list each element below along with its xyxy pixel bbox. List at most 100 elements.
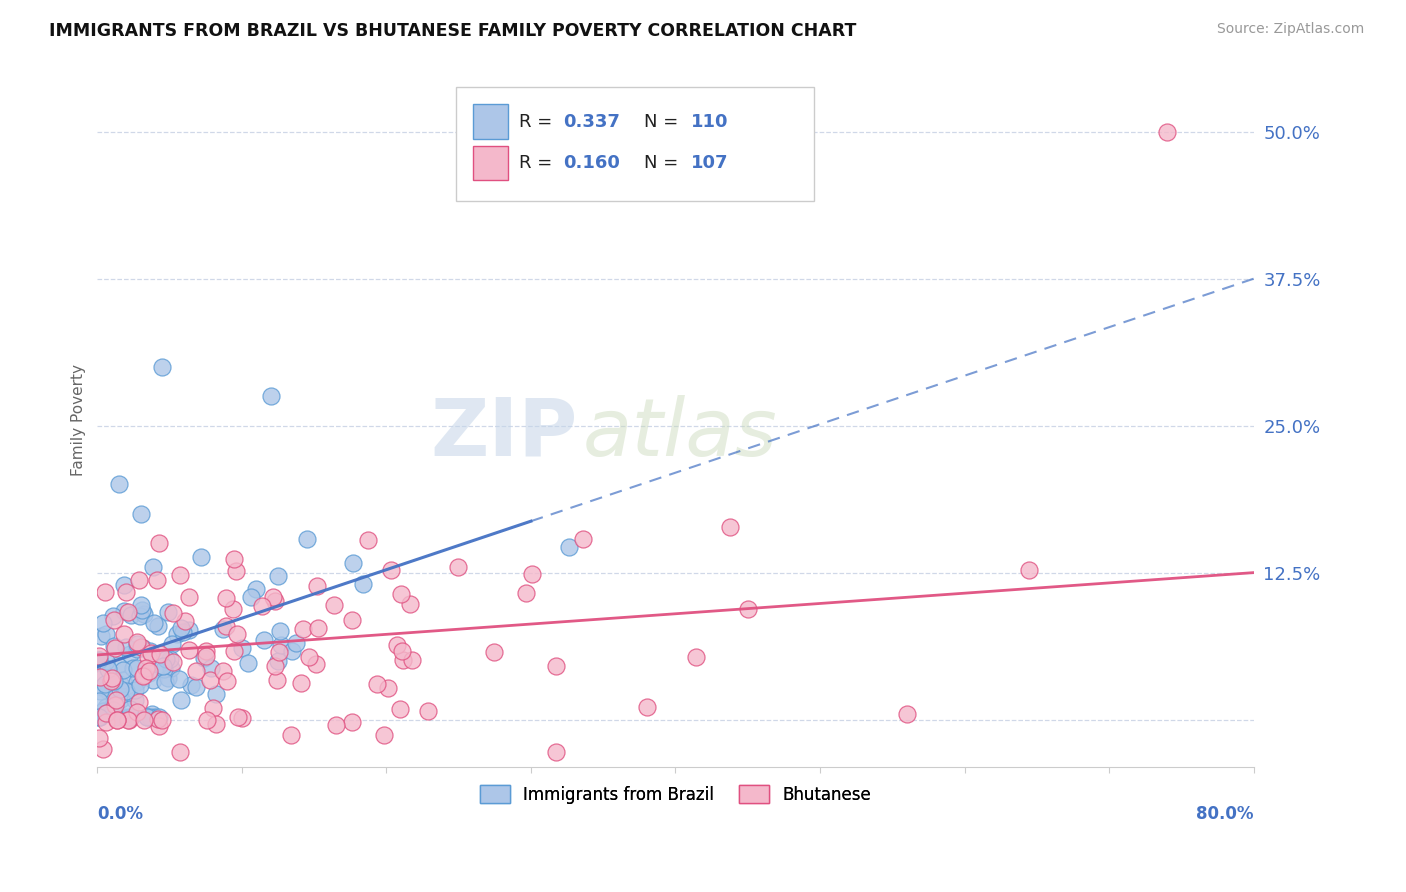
Point bbox=[87, 648, 110, 663]
Point bbox=[120, 647, 142, 661]
Point bbox=[202, 701, 225, 715]
Point bbox=[142, 559, 165, 574]
Point bbox=[108, 477, 131, 491]
Point bbox=[156, 671, 179, 685]
Point bbox=[87, 710, 110, 724]
Point bbox=[416, 704, 439, 718]
Text: N =: N = bbox=[644, 112, 685, 130]
Point bbox=[93, 670, 115, 684]
Point bbox=[87, 731, 110, 745]
Point bbox=[115, 585, 138, 599]
Point bbox=[262, 591, 284, 605]
Point bbox=[135, 661, 157, 675]
Point bbox=[101, 703, 124, 717]
Point bbox=[148, 535, 170, 549]
Point bbox=[520, 567, 543, 582]
Point bbox=[169, 621, 191, 635]
Point bbox=[91, 616, 114, 631]
Point bbox=[305, 657, 328, 671]
Point bbox=[291, 623, 314, 637]
Point bbox=[169, 745, 191, 759]
Y-axis label: Family Poverty: Family Poverty bbox=[72, 364, 86, 475]
Point bbox=[90, 680, 112, 694]
Point bbox=[270, 638, 292, 652]
Point bbox=[366, 677, 388, 691]
Point bbox=[718, 520, 741, 534]
Text: 0.0%: 0.0% bbox=[97, 805, 143, 823]
Point bbox=[112, 627, 135, 641]
Point bbox=[184, 681, 207, 695]
Point bbox=[267, 654, 290, 668]
Point bbox=[122, 660, 145, 674]
Point bbox=[111, 673, 134, 688]
Point bbox=[97, 681, 120, 695]
Point bbox=[127, 641, 149, 656]
Point bbox=[215, 591, 238, 605]
Point bbox=[184, 664, 207, 678]
Point bbox=[125, 705, 148, 719]
Point bbox=[103, 639, 125, 653]
Point bbox=[120, 710, 142, 724]
Point bbox=[136, 710, 159, 724]
Point bbox=[127, 635, 149, 649]
Point bbox=[94, 706, 117, 721]
Point bbox=[173, 614, 195, 628]
Point bbox=[118, 702, 141, 716]
FancyBboxPatch shape bbox=[456, 87, 814, 202]
Point bbox=[342, 556, 364, 570]
Point bbox=[150, 359, 173, 374]
Point bbox=[170, 692, 193, 706]
Point bbox=[150, 713, 173, 727]
Point bbox=[103, 696, 125, 710]
Point bbox=[129, 640, 152, 655]
Point bbox=[90, 629, 112, 643]
Point bbox=[132, 669, 155, 683]
Point bbox=[896, 707, 918, 722]
Point bbox=[166, 627, 188, 641]
Point bbox=[204, 716, 226, 731]
Point bbox=[104, 641, 127, 656]
Point bbox=[325, 718, 347, 732]
Point bbox=[142, 673, 165, 687]
Point bbox=[285, 636, 308, 650]
Point bbox=[108, 682, 131, 697]
Point bbox=[307, 578, 329, 592]
Point bbox=[260, 389, 283, 403]
Point bbox=[281, 644, 304, 658]
Point bbox=[146, 573, 169, 587]
Point bbox=[100, 671, 122, 685]
Point bbox=[1018, 563, 1040, 577]
Point bbox=[91, 704, 114, 718]
Point bbox=[195, 648, 218, 663]
Point bbox=[112, 710, 135, 724]
Point bbox=[105, 713, 128, 727]
Point bbox=[447, 560, 470, 574]
Point bbox=[148, 710, 170, 724]
Point bbox=[117, 606, 139, 620]
Point bbox=[484, 644, 506, 658]
Point bbox=[211, 622, 233, 636]
Text: atlas: atlas bbox=[583, 394, 778, 473]
Point bbox=[159, 652, 181, 666]
Point bbox=[89, 683, 111, 698]
Point bbox=[120, 607, 142, 622]
Point bbox=[105, 693, 128, 707]
Point bbox=[198, 673, 221, 687]
Point bbox=[141, 707, 163, 722]
Point bbox=[148, 719, 170, 733]
Point bbox=[138, 666, 160, 681]
Point bbox=[180, 678, 202, 692]
Point bbox=[103, 673, 125, 688]
Point bbox=[267, 645, 290, 659]
Point bbox=[391, 653, 413, 667]
Point bbox=[544, 746, 567, 760]
Point bbox=[107, 657, 129, 672]
Point bbox=[94, 677, 117, 691]
Point bbox=[104, 710, 127, 724]
Point bbox=[197, 713, 219, 727]
Point bbox=[193, 651, 215, 665]
Point bbox=[94, 626, 117, 640]
Point bbox=[169, 672, 191, 686]
Point bbox=[125, 674, 148, 689]
Point bbox=[222, 644, 245, 658]
